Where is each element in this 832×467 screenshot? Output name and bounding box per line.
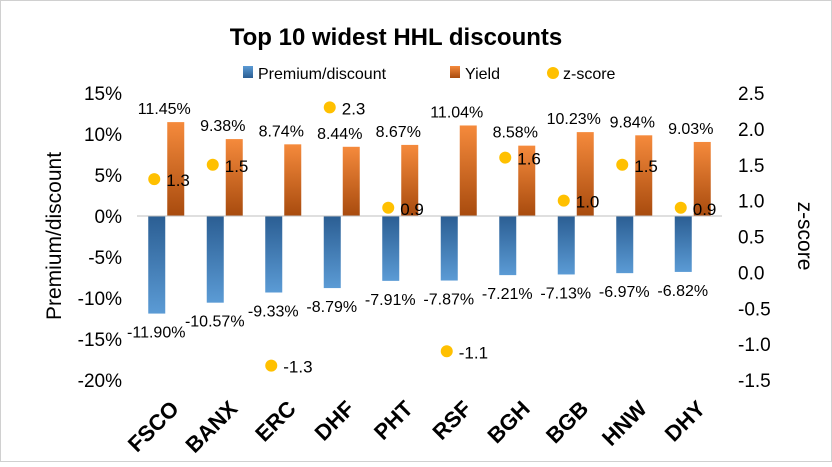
y-left-tick-label: -5% <box>88 248 122 269</box>
legend-premium-discount: Premium/discount <box>243 66 387 83</box>
yield-label: 11.04% <box>430 104 483 121</box>
legend-yield: Yield <box>450 66 500 83</box>
bar-yield <box>225 139 243 216</box>
z-score-point <box>382 201 395 214</box>
z-score-label: 1.3 <box>166 171 190 190</box>
premium-discount-label: -8.79% <box>306 299 357 316</box>
bar-yield <box>167 122 185 216</box>
y-right-tick-label: -1.0 <box>738 335 771 356</box>
yield-label: 9.84% <box>610 114 655 131</box>
z-score-point <box>674 201 687 214</box>
bar-premium-discount <box>616 216 634 274</box>
z-score-label: 0.9 <box>400 200 424 219</box>
z-score-label: 1.5 <box>225 157 249 176</box>
z-score-point <box>323 101 336 114</box>
bars <box>148 122 711 314</box>
premium-discount-label: -7.91% <box>365 292 416 309</box>
chart-title: Top 10 widest HHL discounts <box>230 24 562 51</box>
yield-label: 8.74% <box>259 123 304 140</box>
y-right-tick-label: 0.5 <box>738 228 764 249</box>
z-score-point <box>499 151 512 164</box>
y-right-tick-label: 2.5 <box>738 84 764 105</box>
bar-premium-discount <box>148 216 166 314</box>
yield-label: 8.67% <box>376 124 421 141</box>
yield-label: 11.45% <box>138 101 191 118</box>
legend-swatch <box>450 66 460 78</box>
yield-label: 9.38% <box>200 118 245 135</box>
bar-premium-discount <box>674 216 692 272</box>
y-left-tick-label: 0% <box>95 207 123 228</box>
y-right-tick-label: -1.5 <box>738 371 771 392</box>
right-axis: 2.5 2.0 1.5 1.0 0.5 0.0 -0.5 -1.0 -1.5 <box>738 84 771 392</box>
y-left-tick-label: -20% <box>78 371 122 392</box>
premium-discount-label: -9.33% <box>248 304 299 321</box>
bar-premium-discount <box>557 216 575 275</box>
premium-discount-label: -7.87% <box>423 292 474 309</box>
bar-premium-discount <box>206 216 224 303</box>
z-score-point <box>206 158 219 171</box>
z-score-label: 0.9 <box>693 200 717 219</box>
yield-label: 9.03% <box>668 121 713 138</box>
y-right-tick-label: 1.5 <box>738 156 764 177</box>
bar-yield <box>635 135 653 216</box>
bar-yield <box>576 132 594 216</box>
bar-premium-discount <box>382 216 400 281</box>
legend-swatch <box>243 66 253 78</box>
yield-label: 10.23% <box>547 111 601 128</box>
yield-label: 8.58% <box>493 125 538 142</box>
bar-premium-discount <box>323 216 341 289</box>
premium-discount-label: -6.82% <box>657 283 708 300</box>
y-right-tick-label: 0.0 <box>738 263 764 284</box>
y-right-tick-label: 2.0 <box>738 120 764 141</box>
z-score-point <box>616 158 629 171</box>
y-left-tick-label: 15% <box>84 84 122 105</box>
legend-text: z-score <box>563 66 616 83</box>
legend-text: Premium/discount <box>258 66 387 83</box>
legend-swatch <box>547 67 559 79</box>
z-score-point <box>265 359 278 372</box>
z-score-point <box>148 173 161 186</box>
y-right-tick-label: -0.5 <box>738 299 771 320</box>
data-labels: 1.3 1.5 -1.3 2.3 0.9 -1.1 1.6 1.0 1.5 0.9 11.45% 9.… <box>127 99 716 376</box>
premium-discount-label: -6.97% <box>599 284 650 301</box>
bar-yield <box>401 144 419 216</box>
premium-discount-label: -10.57% <box>185 314 245 331</box>
y-left-tick-label: 10% <box>84 125 122 146</box>
bar-yield <box>342 146 360 216</box>
bar-yield <box>693 141 711 216</box>
y-left-tick-label: -15% <box>78 330 122 351</box>
z-score-point <box>557 194 570 207</box>
z-score-label: 1.6 <box>517 150 541 169</box>
y-axis-left-label: Premium/discount <box>43 152 66 320</box>
premium-discount-label: -7.21% <box>482 286 533 303</box>
y-right-tick-label: 1.0 <box>738 192 764 213</box>
z-score-label: 1.0 <box>576 193 600 212</box>
premium-discount-label: -7.13% <box>540 285 591 302</box>
bar-yield <box>284 144 302 216</box>
z-score-label: -1.1 <box>459 343 488 362</box>
legend-text: Yield <box>465 66 500 83</box>
bar-premium-discount <box>440 216 458 281</box>
premium-discount-label: -11.90% <box>127 325 185 342</box>
bar-premium-discount <box>265 216 283 293</box>
bar-yield <box>459 125 477 216</box>
z-score-label: 1.5 <box>634 157 658 176</box>
z-score-label: -1.3 <box>283 358 312 377</box>
z-score-points <box>148 101 687 372</box>
y-axis-right-label: z-score <box>793 202 816 271</box>
y-left-tick-label: 5% <box>95 166 123 187</box>
z-score-label: 2.3 <box>342 99 366 118</box>
z-score-point <box>440 345 453 358</box>
bar-yield <box>518 145 536 216</box>
bar-premium-discount <box>499 216 517 276</box>
y-left-tick-label: -10% <box>78 289 122 310</box>
legend: Premium/discount Yield z-score <box>243 66 616 83</box>
left-axis: 15% 10% 5% 0% -5% -10% -15% -20% <box>78 84 122 392</box>
yield-label: 8.44% <box>317 126 362 143</box>
legend-z-score: z-score <box>547 66 616 83</box>
